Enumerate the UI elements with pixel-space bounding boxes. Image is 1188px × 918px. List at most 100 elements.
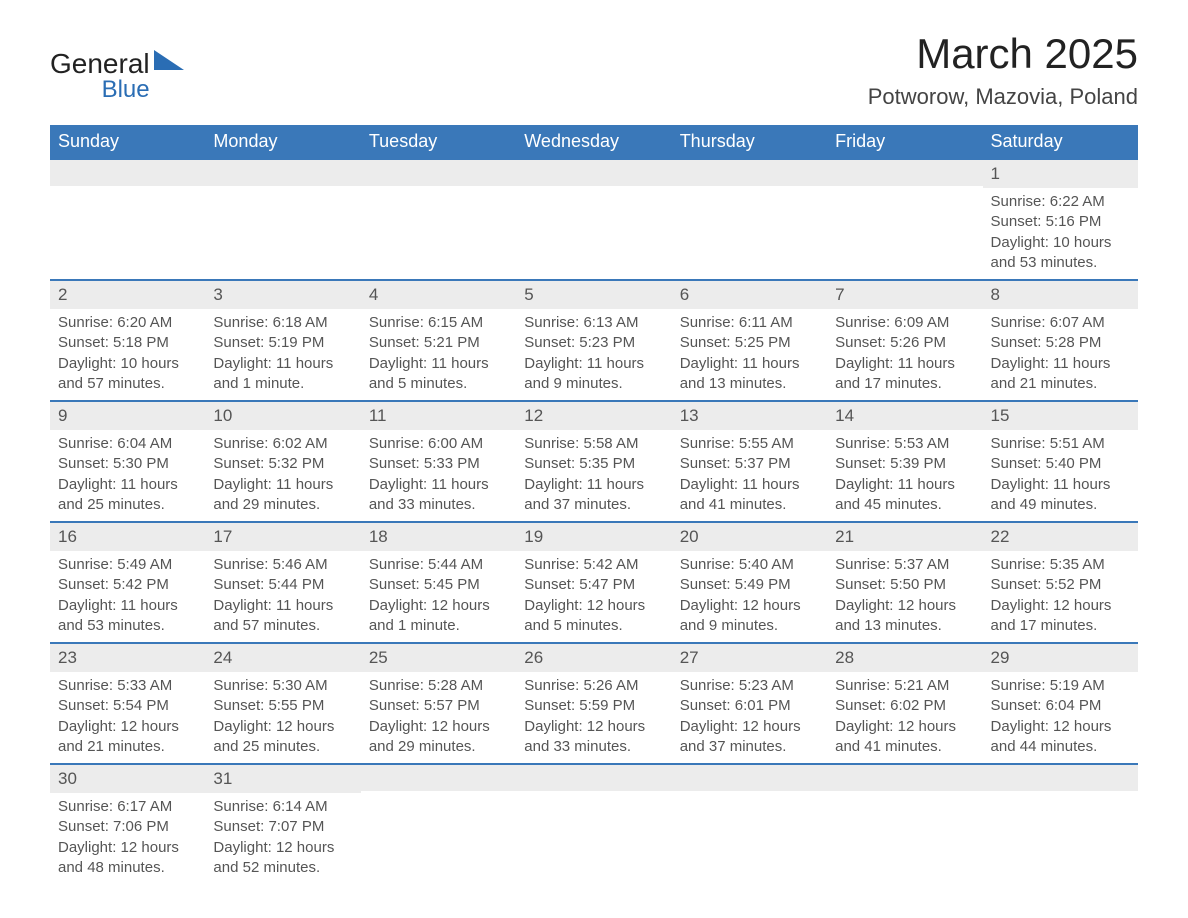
day-details: Sunrise: 6:17 AMSunset: 7:06 PMDaylight:… — [50, 793, 205, 884]
daylight-text: Daylight: 12 hours and 37 minutes. — [680, 717, 819, 758]
sunrise-text: Sunrise: 6:00 AM — [369, 434, 508, 454]
day-number: 14 — [827, 402, 982, 430]
day-number: 1 — [983, 160, 1138, 188]
sunset-text: Sunset: 6:04 PM — [991, 696, 1130, 716]
sunrise-text: Sunrise: 6:04 AM — [58, 434, 197, 454]
day-details — [516, 791, 671, 801]
day-cell: 25Sunrise: 5:28 AMSunset: 5:57 PMDayligh… — [361, 643, 516, 764]
daylight-text: Daylight: 11 hours and 33 minutes. — [369, 475, 508, 516]
logo-sub-text: Blue — [50, 76, 150, 104]
sunset-text: Sunset: 5:25 PM — [680, 333, 819, 353]
sunrise-text: Sunrise: 6:09 AM — [835, 313, 974, 333]
day-number: 12 — [516, 402, 671, 430]
sunset-text: Sunset: 6:02 PM — [835, 696, 974, 716]
month-title: March 2025 — [868, 30, 1138, 78]
daylight-text: Daylight: 12 hours and 44 minutes. — [991, 717, 1130, 758]
day-number — [516, 765, 671, 791]
daylight-text: Daylight: 12 hours and 17 minutes. — [991, 596, 1130, 637]
daylight-text: Daylight: 11 hours and 57 minutes. — [213, 596, 352, 637]
day-number: 6 — [672, 281, 827, 309]
sunset-text: Sunset: 5:23 PM — [524, 333, 663, 353]
day-details: Sunrise: 5:23 AMSunset: 6:01 PMDaylight:… — [672, 672, 827, 763]
day-details — [827, 791, 982, 801]
sunset-text: Sunset: 5:47 PM — [524, 575, 663, 595]
sunset-text: Sunset: 5:40 PM — [991, 454, 1130, 474]
day-details: Sunrise: 5:42 AMSunset: 5:47 PMDaylight:… — [516, 551, 671, 642]
day-details: Sunrise: 5:21 AMSunset: 6:02 PMDaylight:… — [827, 672, 982, 763]
day-number: 8 — [983, 281, 1138, 309]
day-cell: 27Sunrise: 5:23 AMSunset: 6:01 PMDayligh… — [672, 643, 827, 764]
daylight-text: Daylight: 12 hours and 9 minutes. — [680, 596, 819, 637]
week-row: 30Sunrise: 6:17 AMSunset: 7:06 PMDayligh… — [50, 764, 1138, 884]
day-details: Sunrise: 6:22 AMSunset: 5:16 PMDaylight:… — [983, 188, 1138, 279]
day-number: 4 — [361, 281, 516, 309]
day-cell — [672, 159, 827, 280]
daylight-text: Daylight: 12 hours and 21 minutes. — [58, 717, 197, 758]
daylight-text: Daylight: 11 hours and 13 minutes. — [680, 354, 819, 395]
week-row: 1Sunrise: 6:22 AMSunset: 5:16 PMDaylight… — [50, 159, 1138, 280]
day-number: 11 — [361, 402, 516, 430]
day-cell: 10Sunrise: 6:02 AMSunset: 5:32 PMDayligh… — [205, 401, 360, 522]
day-number: 17 — [205, 523, 360, 551]
sunset-text: Sunset: 5:30 PM — [58, 454, 197, 474]
day-cell: 15Sunrise: 5:51 AMSunset: 5:40 PMDayligh… — [983, 401, 1138, 522]
day-number: 21 — [827, 523, 982, 551]
sunset-text: Sunset: 5:21 PM — [369, 333, 508, 353]
weekday-header: Friday — [827, 125, 982, 159]
day-details — [361, 791, 516, 801]
day-number: 27 — [672, 644, 827, 672]
sunrise-text: Sunrise: 5:37 AM — [835, 555, 974, 575]
daylight-text: Daylight: 12 hours and 33 minutes. — [524, 717, 663, 758]
day-number: 2 — [50, 281, 205, 309]
day-number: 16 — [50, 523, 205, 551]
daylight-text: Daylight: 12 hours and 41 minutes. — [835, 717, 974, 758]
day-number — [827, 160, 982, 186]
calendar-table: Sunday Monday Tuesday Wednesday Thursday… — [50, 125, 1138, 884]
day-number — [983, 765, 1138, 791]
day-details: Sunrise: 5:58 AMSunset: 5:35 PMDaylight:… — [516, 430, 671, 521]
day-number: 31 — [205, 765, 360, 793]
week-row: 16Sunrise: 5:49 AMSunset: 5:42 PMDayligh… — [50, 522, 1138, 643]
day-number — [827, 765, 982, 791]
day-number — [50, 160, 205, 186]
day-details: Sunrise: 6:20 AMSunset: 5:18 PMDaylight:… — [50, 309, 205, 400]
day-number: 5 — [516, 281, 671, 309]
day-number — [672, 160, 827, 186]
day-number: 3 — [205, 281, 360, 309]
day-cell: 30Sunrise: 6:17 AMSunset: 7:06 PMDayligh… — [50, 764, 205, 884]
weekday-header: Tuesday — [361, 125, 516, 159]
day-number — [205, 160, 360, 186]
day-cell: 2Sunrise: 6:20 AMSunset: 5:18 PMDaylight… — [50, 280, 205, 401]
day-details: Sunrise: 6:18 AMSunset: 5:19 PMDaylight:… — [205, 309, 360, 400]
day-details: Sunrise: 5:53 AMSunset: 5:39 PMDaylight:… — [827, 430, 982, 521]
day-details — [516, 186, 671, 196]
daylight-text: Daylight: 11 hours and 17 minutes. — [835, 354, 974, 395]
day-details — [827, 186, 982, 196]
day-cell: 28Sunrise: 5:21 AMSunset: 6:02 PMDayligh… — [827, 643, 982, 764]
sunrise-text: Sunrise: 5:21 AM — [835, 676, 974, 696]
sunrise-text: Sunrise: 5:55 AM — [680, 434, 819, 454]
sunset-text: Sunset: 5:44 PM — [213, 575, 352, 595]
daylight-text: Daylight: 11 hours and 41 minutes. — [680, 475, 819, 516]
sunrise-text: Sunrise: 5:26 AM — [524, 676, 663, 696]
day-cell: 20Sunrise: 5:40 AMSunset: 5:49 PMDayligh… — [672, 522, 827, 643]
day-details: Sunrise: 6:15 AMSunset: 5:21 PMDaylight:… — [361, 309, 516, 400]
day-number: 25 — [361, 644, 516, 672]
daylight-text: Daylight: 12 hours and 1 minute. — [369, 596, 508, 637]
day-cell — [50, 159, 205, 280]
sunrise-text: Sunrise: 5:51 AM — [991, 434, 1130, 454]
day-details: Sunrise: 5:33 AMSunset: 5:54 PMDaylight:… — [50, 672, 205, 763]
sunset-text: Sunset: 5:50 PM — [835, 575, 974, 595]
day-cell: 1Sunrise: 6:22 AMSunset: 5:16 PMDaylight… — [983, 159, 1138, 280]
day-details: Sunrise: 6:11 AMSunset: 5:25 PMDaylight:… — [672, 309, 827, 400]
sunrise-text: Sunrise: 5:30 AM — [213, 676, 352, 696]
day-number: 20 — [672, 523, 827, 551]
logo-main-text: General — [50, 48, 150, 79]
day-number: 7 — [827, 281, 982, 309]
daylight-text: Daylight: 12 hours and 48 minutes. — [58, 838, 197, 879]
sunrise-text: Sunrise: 6:14 AM — [213, 797, 352, 817]
day-details — [205, 186, 360, 196]
day-details: Sunrise: 6:14 AMSunset: 7:07 PMDaylight:… — [205, 793, 360, 884]
day-cell: 9Sunrise: 6:04 AMSunset: 5:30 PMDaylight… — [50, 401, 205, 522]
daylight-text: Daylight: 12 hours and 5 minutes. — [524, 596, 663, 637]
